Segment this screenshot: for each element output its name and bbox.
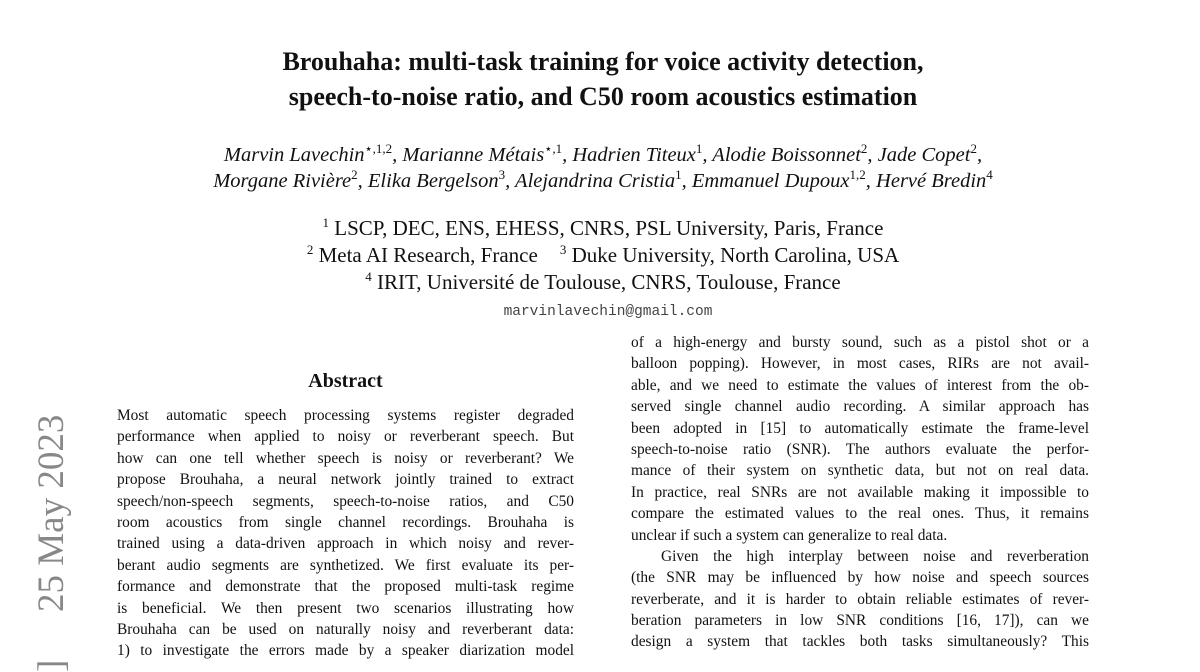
title-line: Brouhaha: multi-task training for voice … bbox=[282, 47, 924, 76]
affiliation-line: 2 Meta AI Research, France 3 Duke Univers… bbox=[0, 242, 1200, 271]
text-line: been adopted in [15] to automatically es… bbox=[631, 419, 1089, 437]
text-line: beration parameters in low SNR condition… bbox=[631, 612, 1089, 630]
text-line: Brouhaha can be used on naturally noisy … bbox=[117, 620, 574, 638]
page: Brouhaha: multi-task training for voice … bbox=[0, 47, 1200, 672]
text-line: In practice, real SNRs are not available… bbox=[631, 483, 1089, 501]
affiliation-text: Meta AI Research, France bbox=[318, 243, 538, 267]
text-line: reverberate, and it is harder to obtain … bbox=[631, 590, 1089, 608]
author-name: Hadrien Titeux bbox=[572, 144, 696, 166]
email: marvinlavechin@gmail.com bbox=[503, 304, 713, 320]
affiliation-text: Duke University, North Carolina, USA bbox=[571, 243, 900, 267]
author-affiliation: 4 bbox=[986, 167, 993, 182]
author-affiliation: 1 bbox=[675, 167, 682, 182]
author-affiliation: ⋆,1,2 bbox=[364, 141, 393, 156]
author-name: Marvin Lavechin bbox=[223, 144, 365, 166]
author-affiliation: ⋆,1 bbox=[544, 141, 563, 156]
author-line: Morgane Rivière2, Elika Bergelson3, Alej… bbox=[0, 167, 1200, 196]
text-line: design a system that tackles both tasks … bbox=[631, 633, 1089, 651]
author-affiliation: 1 bbox=[695, 141, 703, 156]
text-line: room acoustics from single channel recor… bbox=[117, 513, 574, 531]
text-line: served single channel audio recording. A… bbox=[631, 398, 1089, 416]
affiliation-number: 3 bbox=[559, 242, 567, 257]
author-name: Emmanuel Dupoux bbox=[691, 170, 850, 192]
text-line: Given the high interplay between noise a… bbox=[661, 547, 1089, 565]
affiliation-number: 2 bbox=[306, 242, 314, 257]
author-affiliation: 1,2 bbox=[849, 167, 866, 182]
text-line: of a high-energy and bursty sound, such … bbox=[631, 334, 1089, 351]
author-name: Alejandrina Cristia bbox=[515, 170, 676, 192]
right-column: of a high-energy and bursty sound, such … bbox=[631, 332, 1089, 653]
separator: , bbox=[867, 144, 873, 166]
author-affiliation: 2 bbox=[860, 141, 868, 156]
author-name: Jade Copet bbox=[877, 144, 971, 166]
separator: , bbox=[357, 170, 363, 192]
author-affiliation: 2 bbox=[970, 141, 977, 156]
affiliation: 4 IRIT, Université de Toulouse, CNRS, To… bbox=[365, 269, 841, 294]
author-line: Marvin Lavechin⋆,1,2, Marianne Métais⋆,1… bbox=[0, 141, 1200, 170]
abstract-heading: Abstract bbox=[308, 370, 383, 392]
separator: , bbox=[702, 144, 708, 166]
text-line: Most automatic speech processing systems… bbox=[117, 407, 574, 424]
text-line: able, and we need to estimate the values… bbox=[631, 376, 1089, 394]
text-line: compare the estimated values to the real… bbox=[631, 505, 1089, 523]
text-line: trained using a data-driven approach in … bbox=[117, 535, 574, 553]
affiliation: 1 LSCP, DEC, ENS, EHESS, CNRS, PSL Unive… bbox=[322, 215, 884, 240]
separator: , bbox=[505, 170, 511, 192]
text-line: 1) to investigate the errors made by a s… bbox=[117, 642, 574, 660]
text-line: balloon popping). However, in most cases… bbox=[631, 355, 1089, 373]
text-line: mance of their system on synthetic data,… bbox=[631, 462, 1089, 480]
separator: , bbox=[681, 170, 687, 192]
affiliation-text: LSCP, DEC, ENS, EHESS, CNRS, PSL Univers… bbox=[334, 216, 884, 240]
text-line: speech/non-speech segments, speech-to-no… bbox=[117, 492, 574, 510]
abstract-body: Most automatic speech processing systems… bbox=[117, 405, 574, 662]
text-line: (the SNR may be influenced by how noise … bbox=[631, 569, 1089, 587]
title-line: speech-to-noise ratio, and C50 room acou… bbox=[288, 82, 918, 111]
author-affiliation: 3 bbox=[498, 167, 506, 182]
text-line: berant audio segments are synthetized. W… bbox=[117, 556, 574, 574]
text-line: is beneficial. We then present two scena… bbox=[117, 599, 574, 617]
separator: , bbox=[865, 170, 871, 192]
text-line: speech-to-noise ratio (SNR). The authors… bbox=[631, 440, 1089, 458]
affiliation-number: 1 bbox=[322, 215, 330, 230]
affiliation-number: 4 bbox=[365, 269, 372, 284]
separator: , bbox=[562, 144, 568, 166]
text-line: formance and demonstrate that the propos… bbox=[117, 578, 574, 596]
author-name: Hervé Bredin bbox=[876, 170, 987, 192]
author-name: Elika Bergelson bbox=[367, 170, 499, 192]
text-line: performance when applied to noisy or rev… bbox=[117, 428, 574, 446]
author-name: Morgane Rivière bbox=[213, 170, 352, 192]
separator: , bbox=[976, 144, 983, 166]
affiliation-line: 1 LSCP, DEC, ENS, EHESS, CNRS, PSL Unive… bbox=[0, 215, 1200, 244]
affiliation-line: 4 IRIT, Université de Toulouse, CNRS, To… bbox=[0, 269, 1200, 298]
affiliation-text: IRIT, Université de Toulouse, CNRS, Toul… bbox=[377, 270, 841, 294]
author-name: Marianne Métais bbox=[402, 144, 545, 166]
author-name: Alodie Boissonnet bbox=[712, 144, 861, 166]
text-line: unclear if such a system can generalize … bbox=[631, 526, 948, 544]
affiliation: 2 Meta AI Research, France bbox=[306, 242, 538, 267]
affiliation: 3 Duke University, North Carolina, USA bbox=[559, 242, 900, 267]
side-bracket: ] bbox=[31, 659, 72, 672]
separator: , bbox=[392, 144, 398, 166]
author-affiliation: 2 bbox=[351, 167, 358, 182]
text-line: propose Brouhaha, a neural network joint… bbox=[117, 471, 574, 489]
text-line: how can one tell whether speech is noisy… bbox=[117, 449, 574, 467]
side-date: 25 May 2023 bbox=[31, 414, 72, 612]
